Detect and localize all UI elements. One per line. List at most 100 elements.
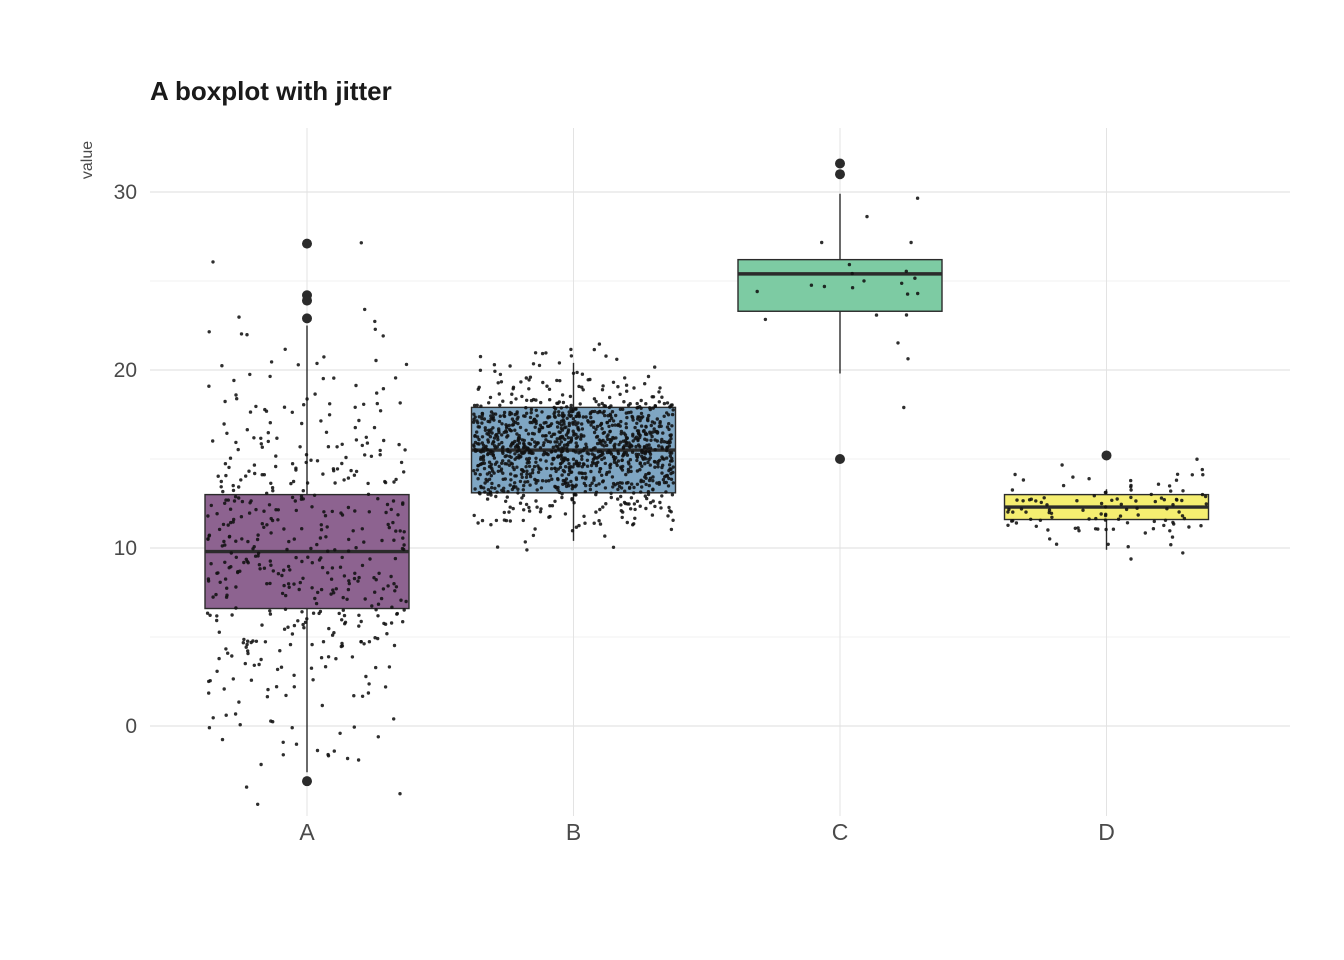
jitter-point [335,445,339,449]
jitter-point [1163,518,1168,522]
outlier-point [302,238,312,249]
jitter-point [485,472,490,476]
jitter-point [551,445,555,449]
jitter-point [237,485,241,489]
jitter-point [617,442,621,447]
jitter-point [344,455,348,460]
jitter-point [290,495,295,500]
jitter-point [574,493,578,497]
jitter-point [544,438,548,442]
outlier-point [835,169,845,180]
jitter-point [270,486,275,490]
jitter-point [398,401,402,405]
jitter-point [220,364,224,368]
jitter-point [865,214,869,219]
jitter-point [497,442,501,446]
jitter-point [320,703,324,708]
jitter-point [646,471,651,476]
jitter-point [625,389,629,393]
jitter-point [259,442,263,446]
jitter-point [643,437,647,441]
jitter-point [570,529,575,533]
jitter-point [646,416,650,420]
jitter-point [622,452,626,456]
jitter-point [611,485,615,489]
jitter-point [332,749,336,753]
jitter-point [651,499,655,503]
jitter-point [619,486,624,490]
jitter-point [1060,463,1064,467]
jitter-point [231,483,235,488]
jitter-point [298,445,302,449]
jitter-point [631,415,635,420]
jitter-point [1195,457,1199,461]
jitter-point [820,240,824,245]
jitter-point [319,587,324,592]
jitter-point [660,494,664,498]
jitter-point [1006,523,1010,527]
jitter-point [576,435,580,439]
jitter-point [1175,472,1180,476]
jitter-point [508,519,512,523]
jitter-point [1042,496,1046,500]
jitter-point [402,530,406,534]
jitter-point [547,479,551,483]
jitter-point [1129,495,1133,500]
jitter-point [598,522,603,526]
jitter-point [626,480,630,485]
jitter-point [666,413,671,417]
jitter-point [328,402,332,406]
jitter-point [598,409,602,414]
jitter-point [248,410,253,414]
jitter-point [473,447,477,452]
jitter-point [1153,499,1158,504]
jitter-points [755,196,920,410]
jitter-point [404,362,409,367]
jitter-point [254,639,259,643]
jitter-point [288,642,293,647]
jitter-point [669,510,673,514]
jitter-point [282,405,287,409]
jitter-point [619,466,623,470]
jitter-point [1010,488,1015,492]
jitter-point [569,479,573,484]
jitter-point [660,446,664,451]
jitter-point [222,539,226,544]
jitter-point [346,587,351,592]
jitter-point [207,534,211,538]
jitter-point [629,469,633,474]
jitter-point [1175,498,1179,502]
jitter-point [602,403,606,408]
jitter-point [367,510,371,514]
jitter-point [822,284,827,289]
jitter-point [278,649,282,653]
jitter-point [367,640,372,644]
jitter-point [563,465,568,469]
jitter-point [629,410,633,414]
jitter-point [392,582,396,586]
jitter-point [1110,498,1114,502]
jitter-point [302,403,306,407]
jitter-point [609,462,613,466]
jitter-point [494,433,498,437]
jitter-point [555,420,559,424]
jitter-point [658,500,662,505]
jitter-point [207,384,211,388]
jitter-point [487,464,492,469]
jitter-point [322,510,326,514]
jitter-point [588,483,592,488]
jitter-point [234,585,238,589]
x-tick-label: A [299,819,315,845]
jitter-point [291,479,296,484]
jitter-point [527,509,532,513]
jitter-point [670,412,675,417]
jitter-point [575,370,579,375]
jitter-point [397,442,401,447]
jitter-point [653,504,657,509]
jitter-point [480,435,485,439]
jitter-point [298,580,302,585]
jitter-point [648,456,652,460]
jitter-point [1204,502,1209,506]
jitter-point [1029,497,1034,501]
